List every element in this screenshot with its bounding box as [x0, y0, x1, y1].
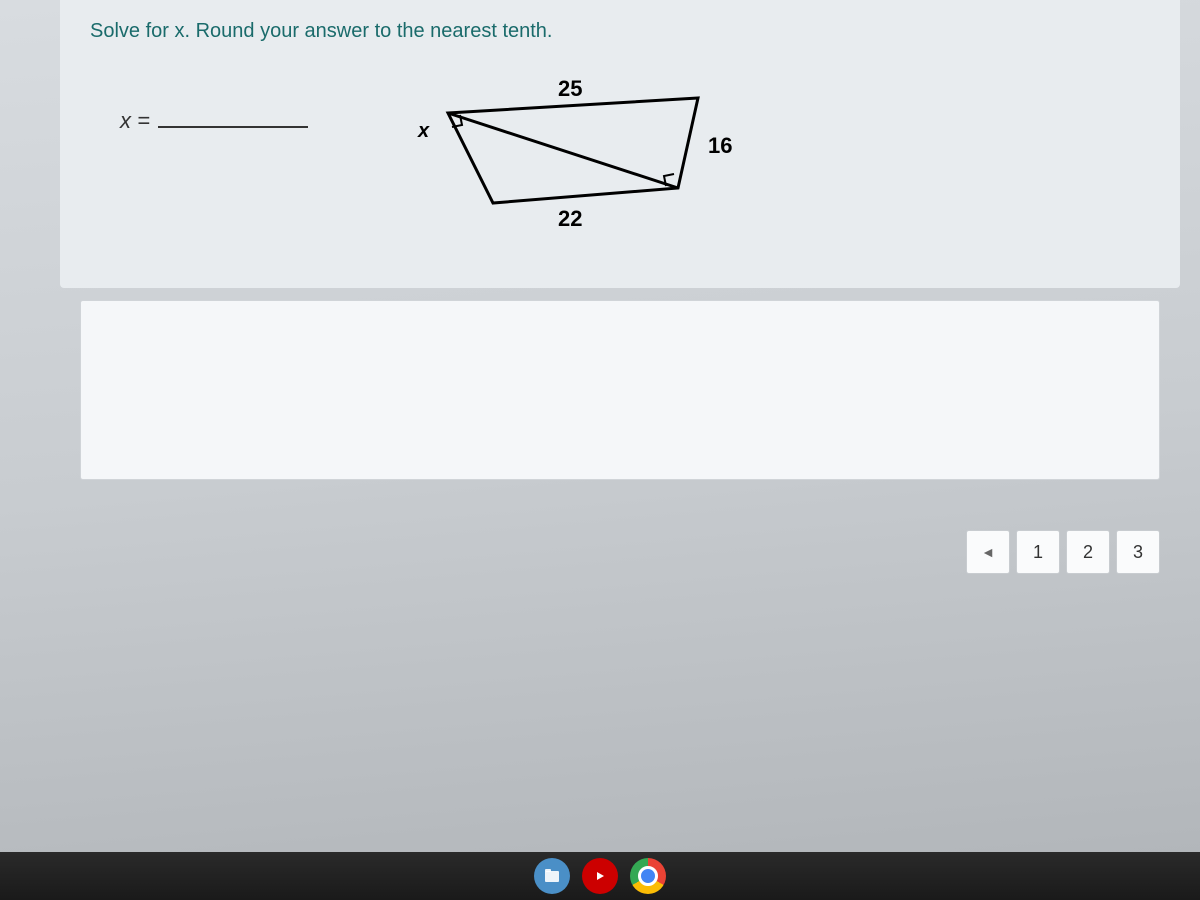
- label-right-side: 16: [708, 133, 732, 159]
- answer-blank: x =: [120, 108, 308, 134]
- answer-line: [158, 126, 308, 128]
- geometry-figure: 25 16 22 x: [388, 78, 768, 238]
- answer-input-area[interactable]: [80, 300, 1160, 480]
- youtube-icon[interactable]: [582, 858, 618, 894]
- question-prompt: Solve for x. Round your answer to the ne…: [90, 20, 1150, 43]
- pagination: ◄ 1 2 3: [966, 530, 1160, 574]
- problem-row: x = 25 16 22 x: [90, 78, 1150, 238]
- answer-prefix: x =: [120, 108, 150, 134]
- page-1-button[interactable]: 1: [1016, 530, 1060, 574]
- question-panel: Solve for x. Round your answer to the ne…: [60, 0, 1180, 288]
- label-hypotenuse: 25: [558, 76, 582, 102]
- chrome-icon[interactable]: [630, 858, 666, 894]
- prev-page-button[interactable]: ◄: [966, 530, 1010, 574]
- files-icon[interactable]: [534, 858, 570, 894]
- page-2-button[interactable]: 2: [1066, 530, 1110, 574]
- label-bottom-side: 22: [558, 206, 582, 232]
- taskbar: [0, 852, 1200, 900]
- page-3-button[interactable]: 3: [1116, 530, 1160, 574]
- label-unknown-x: x: [418, 120, 429, 143]
